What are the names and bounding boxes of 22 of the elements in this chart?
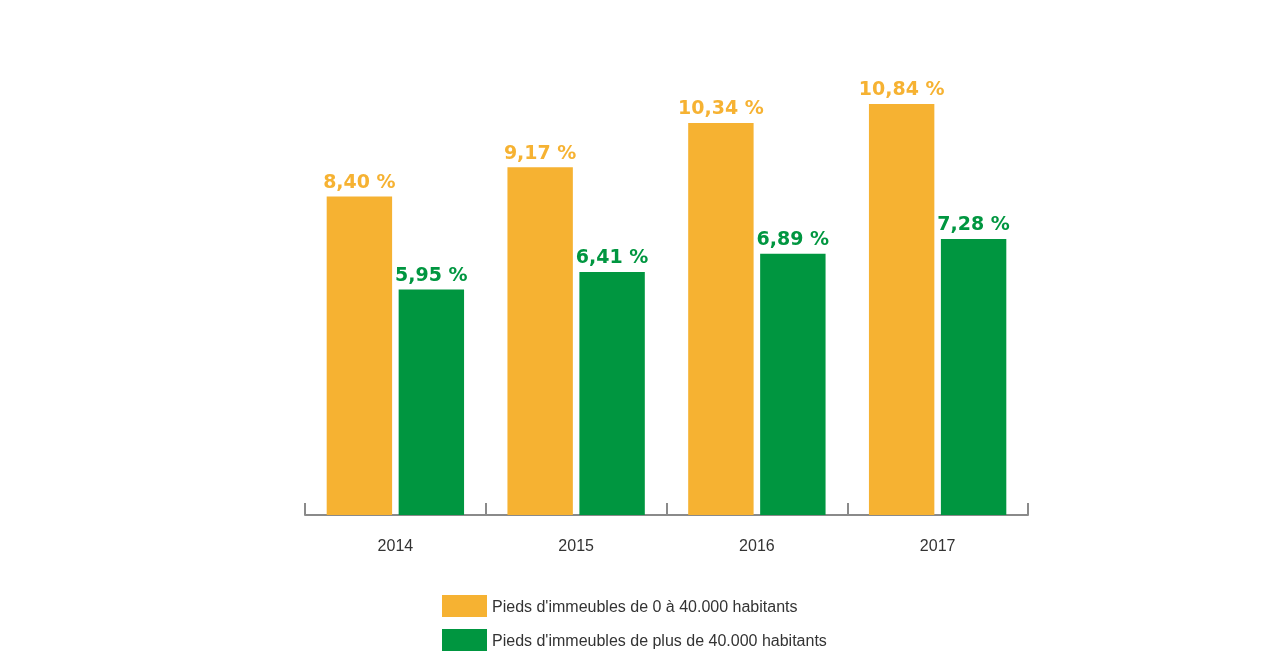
bar [688, 122, 754, 515]
bar [760, 253, 826, 515]
data-label: 9,17 % [503, 140, 577, 163]
bar [868, 103, 935, 515]
legend-label: Pieds d'immeubles de 0 à 40.000 habitants [492, 597, 798, 615]
data-label: 5,95 % [395, 262, 468, 285]
x-tick-label: 2015 [558, 536, 595, 554]
bar [507, 167, 573, 515]
bar [326, 196, 393, 515]
x-tick-label: 2016 [739, 536, 775, 554]
data-label: 10,34 % [678, 96, 764, 119]
data-label: 6,89 % [756, 227, 830, 250]
bar [940, 238, 1007, 515]
bar [398, 289, 465, 515]
legend-label: Pieds d'immeubles de plus de 40.000 habitants [492, 631, 827, 649]
x-tick-label: 2017 [919, 536, 956, 554]
data-label: 10,84 % [858, 77, 945, 100]
bar [579, 271, 645, 515]
data-label: 6,41 % [575, 245, 649, 268]
x-tick-label: 2014 [377, 536, 414, 554]
data-label: 8,40 % [323, 170, 396, 192]
data-label: 7,28 % [937, 212, 1010, 235]
